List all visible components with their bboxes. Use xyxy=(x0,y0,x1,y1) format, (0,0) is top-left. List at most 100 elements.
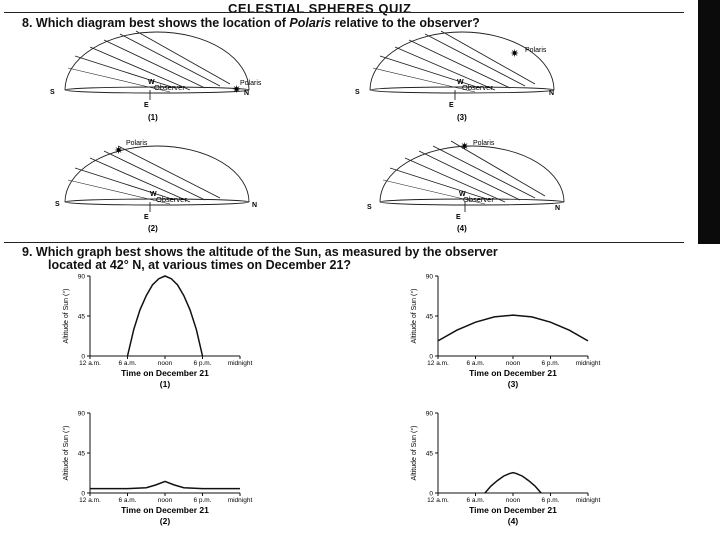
x-axis-label: Time on December 21 xyxy=(121,505,209,515)
altitude-curve xyxy=(126,275,204,357)
question-8-star: Polaris xyxy=(289,16,332,30)
diagram-2-art xyxy=(64,145,250,212)
question-9-line-1: 9. Which graph best shows the altitude o… xyxy=(22,245,498,259)
y-tick-label: 45 xyxy=(426,451,434,458)
y-tick-label: 0 xyxy=(81,354,85,361)
x-tick-label: 6 p.m. xyxy=(541,497,559,504)
dark-side-bar xyxy=(698,0,720,244)
diagram-4-polaris-icon: ✷ xyxy=(460,141,469,153)
diagram-4-west-label: W xyxy=(459,191,466,198)
y-tick-label: 90 xyxy=(426,411,434,418)
diagram-3-number: (3) xyxy=(457,113,467,122)
x-tick-label: midnight xyxy=(228,360,253,367)
altitude-curve xyxy=(484,471,542,494)
diagram-2-observer-label: Observer xyxy=(156,195,187,204)
diagram-2-south-label: S xyxy=(55,201,60,208)
y-tick-label: 90 xyxy=(78,411,86,418)
question-8-suffix: relative to the observer? xyxy=(331,16,480,30)
y-axis-label: Altitude of Sun (°) xyxy=(62,426,70,481)
diagram-3-observer-label: Observer xyxy=(462,83,493,92)
question-divider xyxy=(4,242,684,243)
diagram-3-polaris-label: Polaris xyxy=(525,47,547,54)
diagram-4-polaris-label: Polaris xyxy=(473,140,495,147)
diagram-4-south-label: S xyxy=(367,204,372,211)
x-tick-label: 12 a.m. xyxy=(427,360,449,367)
x-tick-label: 6 a.m. xyxy=(118,360,136,367)
page-title: CELESTIAL SPHERES QUIZ xyxy=(228,1,412,16)
diagram-1-south-label: S xyxy=(50,89,55,96)
y-tick-label: 45 xyxy=(78,451,86,458)
x-tick-label: noon xyxy=(506,497,521,504)
graph-4[interactable]: 0 45 90 12 a.m. 6 a.m. noon 6 p.m. midnight Alti… xyxy=(378,405,638,529)
diagram-3-polaris-icon: ✷ xyxy=(510,48,519,60)
x-tick-label: 6 a.m. xyxy=(466,497,484,504)
graph-number: (2) xyxy=(160,516,171,526)
x-axis-label: Time on December 21 xyxy=(121,368,209,378)
y-axis-label: Altitude of Sun (°) xyxy=(410,289,418,344)
y-tick-label: 0 xyxy=(429,354,433,361)
question-9-line-2: located at 42° N, at various times on De… xyxy=(48,258,352,272)
diagram-4-east-label: E xyxy=(456,214,461,221)
diagram-1-number: (1) xyxy=(148,113,158,122)
diagram-2[interactable]: S N W E Observer Polaris ✷ (2) xyxy=(40,136,270,234)
diagram-4[interactable]: S N W E Observer Polaris ✷ (4) xyxy=(355,136,585,234)
diagram-3-east-label: E xyxy=(449,102,454,109)
diagram-1-observer-label: Observer xyxy=(154,83,185,92)
graph-number: (4) xyxy=(508,516,519,526)
x-tick-label: 6 p.m. xyxy=(193,360,211,367)
x-tick-label: 12 a.m. xyxy=(79,360,101,367)
diagram-2-polaris-label: Polaris xyxy=(126,140,148,147)
diagram-1-polaris-icon: ✷ xyxy=(232,84,241,96)
diagram-1-polaris-label: Polaris xyxy=(240,80,262,87)
diagram-3[interactable]: S N W E Observer Polaris ✷ (3) xyxy=(345,28,575,123)
diagram-1-north-label: N xyxy=(244,90,249,97)
diagram-2-number: (2) xyxy=(148,224,158,233)
x-axis-label: Time on December 21 xyxy=(469,505,557,515)
diagram-2-west-label: W xyxy=(150,191,157,198)
x-tick-label: midnight xyxy=(576,360,601,367)
x-tick-label: noon xyxy=(506,360,521,367)
x-tick-label: midnight xyxy=(576,497,601,504)
x-tick-label: noon xyxy=(158,497,173,504)
diagram-2-east-label: E xyxy=(144,214,149,221)
x-tick-label: 6 p.m. xyxy=(193,497,211,504)
diagram-1-art xyxy=(64,30,250,100)
diagram-4-number: (4) xyxy=(457,224,467,233)
x-axis-label: Time on December 21 xyxy=(469,368,557,378)
y-tick-label: 90 xyxy=(426,274,434,281)
x-tick-label: noon xyxy=(158,360,173,367)
graph-3[interactable]: 0 45 90 12 a.m. 6 a.m. noon 6 p.m. midnight Alti… xyxy=(378,268,638,392)
diagram-1-east-label: E xyxy=(144,102,149,109)
y-tick-label: 0 xyxy=(81,491,85,498)
x-tick-label: 12 a.m. xyxy=(79,497,101,504)
diagram-4-observer-label: Observer xyxy=(463,195,494,204)
y-axis-label: Altitude of Sun (°) xyxy=(62,289,70,344)
diagram-3-south-label: S xyxy=(355,89,360,96)
graph-number: (1) xyxy=(160,379,171,389)
title-divider xyxy=(4,12,684,13)
diagram-1-west-label: W xyxy=(148,79,155,86)
altitude-curve xyxy=(437,314,589,342)
diagram-3-west-label: W xyxy=(457,79,464,86)
x-tick-label: 6 a.m. xyxy=(466,360,484,367)
x-tick-label: midnight xyxy=(228,497,253,504)
question-8-text: 8. Which diagram best shows the location… xyxy=(22,16,480,30)
diagram-4-north-label: N xyxy=(555,205,560,212)
graph-number: (3) xyxy=(508,379,519,389)
diagram-4-art xyxy=(379,140,565,212)
question-8-prefix: 8. Which diagram best shows the location… xyxy=(22,16,290,30)
x-tick-label: 6 a.m. xyxy=(118,497,136,504)
diagram-3-art xyxy=(369,30,555,100)
y-tick-label: 90 xyxy=(78,274,86,281)
diagram-3-north-label: N xyxy=(549,90,554,97)
altitude-curve xyxy=(90,480,240,490)
diagram-1[interactable]: S N W E Observer Polaris ✷ (1) xyxy=(40,28,270,123)
y-tick-label: 45 xyxy=(78,314,86,321)
diagram-2-polaris-icon: ✷ xyxy=(114,145,123,157)
x-tick-label: 12 a.m. xyxy=(427,497,449,504)
graph-2[interactable]: 0 45 90 12 a.m. 6 a.m. noon 6 p.m. midnight Alti… xyxy=(30,405,290,529)
x-tick-label: 6 p.m. xyxy=(541,360,559,367)
graph-1[interactable]: 0 45 90 12 a.m. 6 a.m. noon 6 p.m. midnight Alti… xyxy=(30,268,290,392)
diagram-2-north-label: N xyxy=(252,202,257,209)
y-axis-label: Altitude of Sun (°) xyxy=(410,426,418,481)
